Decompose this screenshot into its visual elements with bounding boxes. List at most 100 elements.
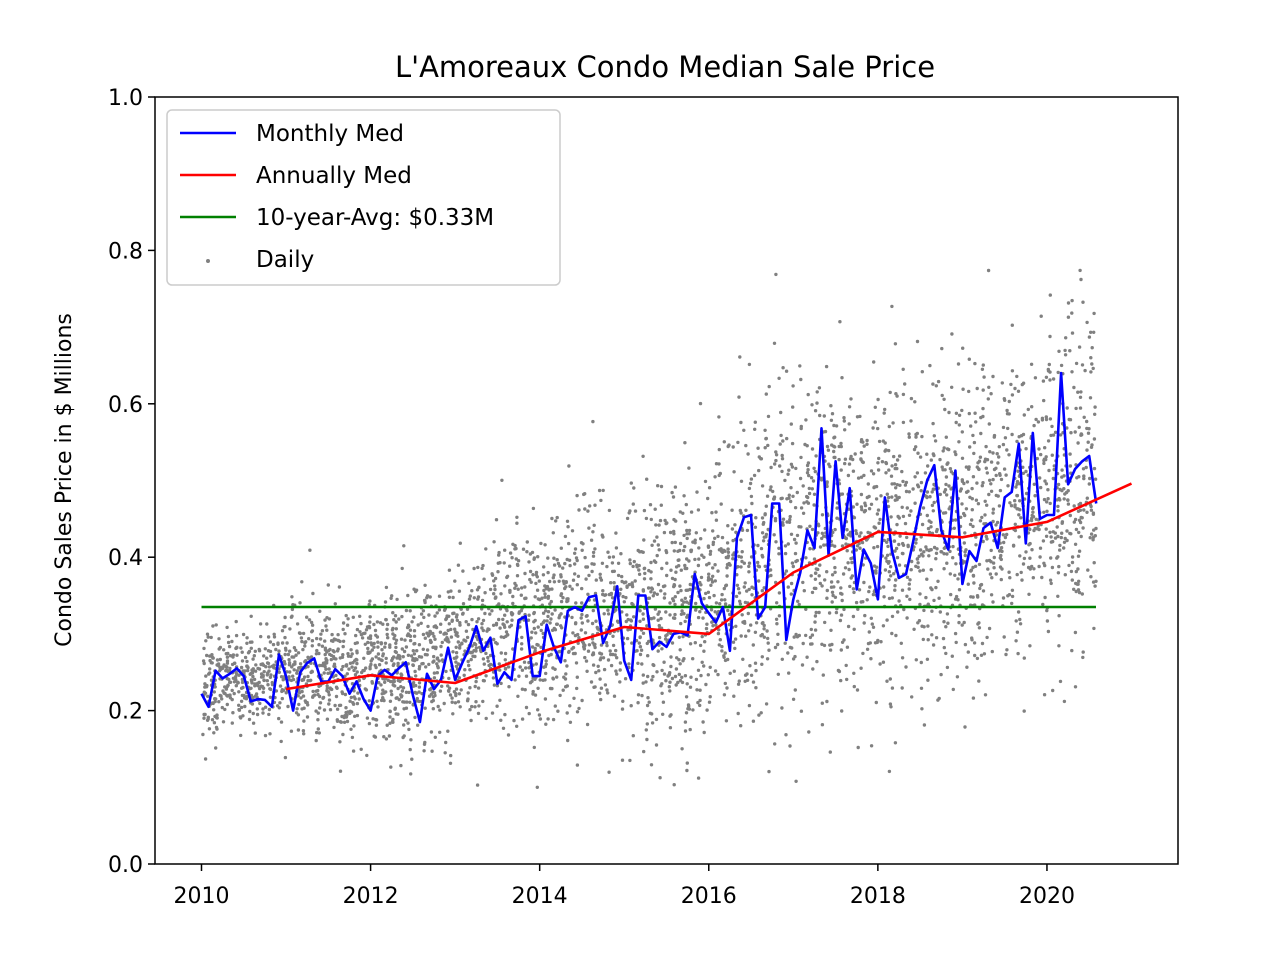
daily-point bbox=[699, 575, 704, 580]
daily-point bbox=[438, 630, 443, 634]
daily-point bbox=[886, 544, 890, 549]
daily-point bbox=[794, 632, 798, 637]
daily-point bbox=[818, 413, 822, 418]
daily-point bbox=[580, 698, 584, 703]
daily-point bbox=[274, 689, 279, 693]
daily-point bbox=[1041, 602, 1045, 607]
daily-point bbox=[685, 557, 689, 561]
daily-point bbox=[1010, 369, 1015, 373]
daily-point bbox=[885, 553, 890, 557]
daily-point bbox=[1074, 361, 1079, 366]
daily-point bbox=[205, 653, 209, 658]
daily-point bbox=[367, 699, 371, 703]
daily-point bbox=[1089, 370, 1093, 374]
daily-point bbox=[206, 635, 210, 639]
daily-point bbox=[574, 661, 579, 665]
daily-point bbox=[328, 652, 332, 657]
daily-point bbox=[889, 515, 893, 519]
daily-point bbox=[820, 584, 824, 588]
daily-point bbox=[747, 486, 752, 491]
daily-point bbox=[638, 635, 642, 639]
daily-point bbox=[572, 696, 576, 700]
daily-point bbox=[417, 667, 421, 671]
daily-point bbox=[492, 592, 496, 596]
x-axis: 2010 2012 2014 2016 2018 2020 bbox=[174, 864, 1075, 909]
daily-point bbox=[804, 633, 808, 638]
daily-point bbox=[833, 455, 837, 460]
daily-point bbox=[967, 467, 971, 471]
daily-point bbox=[567, 650, 571, 654]
daily-point bbox=[490, 609, 494, 613]
daily-point bbox=[895, 394, 899, 398]
daily-point bbox=[1072, 504, 1076, 508]
daily-point bbox=[742, 428, 746, 432]
daily-point bbox=[869, 616, 873, 620]
daily-point bbox=[773, 462, 777, 466]
daily-point bbox=[750, 585, 754, 589]
daily-point bbox=[756, 543, 760, 548]
daily-point bbox=[639, 648, 644, 652]
daily-point bbox=[573, 572, 577, 576]
daily-point bbox=[544, 722, 548, 726]
daily-point bbox=[716, 534, 720, 539]
daily-point bbox=[280, 688, 284, 692]
daily-point bbox=[476, 711, 481, 716]
daily-point bbox=[781, 366, 785, 370]
daily-point bbox=[865, 438, 869, 443]
daily-point bbox=[1084, 465, 1088, 470]
daily-point bbox=[1069, 431, 1073, 435]
daily-point bbox=[1048, 378, 1052, 382]
daily-point bbox=[432, 671, 437, 675]
daily-point bbox=[456, 563, 461, 567]
daily-point bbox=[881, 660, 886, 664]
daily-point bbox=[780, 657, 784, 661]
daily-point bbox=[673, 577, 677, 582]
daily-point bbox=[1065, 538, 1069, 543]
daily-point bbox=[867, 589, 871, 594]
daily-point bbox=[942, 446, 946, 450]
daily-point bbox=[845, 549, 849, 553]
daily-point bbox=[953, 597, 958, 601]
daily-point bbox=[1079, 390, 1083, 394]
daily-point bbox=[583, 507, 587, 511]
daily-point bbox=[419, 655, 424, 659]
daily-point bbox=[537, 713, 542, 717]
daily-point bbox=[598, 658, 602, 662]
daily-point bbox=[279, 720, 284, 724]
daily-point bbox=[538, 597, 542, 602]
daily-point bbox=[1067, 563, 1071, 568]
daily-point bbox=[869, 657, 873, 661]
daily-point bbox=[976, 502, 981, 506]
y-axis-label: Condo Sales Price in $ Millions bbox=[52, 313, 77, 647]
daily-point bbox=[249, 614, 253, 618]
daily-point bbox=[1018, 617, 1022, 622]
daily-point bbox=[941, 468, 945, 472]
daily-point bbox=[535, 588, 540, 592]
daily-point bbox=[774, 617, 779, 621]
daily-point bbox=[203, 682, 207, 686]
daily-point bbox=[391, 680, 395, 684]
daily-point bbox=[585, 669, 589, 673]
daily-point bbox=[924, 494, 928, 498]
daily-point bbox=[368, 620, 372, 624]
daily-point bbox=[963, 531, 967, 535]
daily-point bbox=[725, 686, 729, 690]
daily-point bbox=[309, 678, 313, 682]
daily-point bbox=[1004, 652, 1008, 657]
daily-point bbox=[438, 708, 442, 712]
daily-point bbox=[324, 624, 328, 628]
daily-point bbox=[754, 668, 758, 673]
daily-point bbox=[784, 369, 789, 373]
daily-point bbox=[555, 675, 559, 679]
daily-point bbox=[822, 414, 826, 418]
daily-point bbox=[397, 697, 401, 702]
daily-point bbox=[785, 436, 789, 441]
daily-point bbox=[888, 565, 893, 569]
daily-point bbox=[256, 666, 260, 671]
daily-point bbox=[743, 600, 748, 605]
daily-point bbox=[934, 557, 938, 561]
daily-point bbox=[609, 663, 614, 668]
daily-point bbox=[601, 535, 605, 539]
daily-point bbox=[774, 540, 778, 544]
daily-point bbox=[854, 531, 859, 536]
